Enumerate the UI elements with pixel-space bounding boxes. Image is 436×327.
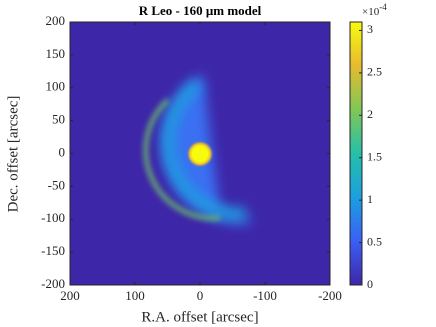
shell-edge — [162, 79, 247, 221]
x-tick-label: 100 — [125, 288, 145, 303]
shell-ridge — [143, 98, 221, 221]
colorbar-tick-label: 1 — [367, 192, 373, 206]
x-tick-label: -100 — [253, 288, 277, 303]
y-tick-label: 150 — [46, 46, 66, 61]
y-tick-label: 0 — [59, 144, 66, 159]
central-source — [186, 140, 214, 168]
y-tick-label: -50 — [48, 177, 65, 192]
x-tick-label: 200 — [60, 288, 80, 303]
y-tick-label: -100 — [41, 210, 65, 225]
heatmap — [70, 22, 330, 285]
colorbar-scale-exponent: -4 — [379, 2, 387, 12]
colorbar-tick-label: 2.5 — [367, 65, 382, 79]
chart-title: R Leo - 160 μm model — [139, 3, 262, 18]
colorbar-scale: ×10-4 — [362, 2, 387, 17]
y-tick-label: -150 — [41, 243, 65, 258]
colorbar — [349, 21, 363, 286]
x-tick-label: -200 — [318, 288, 342, 303]
colorbar-tick-label: 2 — [367, 107, 373, 121]
x-tick-label: 0 — [197, 288, 204, 303]
colorbar-tick-label: 1.5 — [367, 149, 382, 163]
x-axis-label: R.A. offset [arcsec] — [141, 309, 258, 325]
colorbar-tick-label: 0 — [367, 277, 373, 291]
y-tick-label: 200 — [46, 13, 66, 28]
y-tick-label: 100 — [46, 79, 66, 94]
colorbar-tick-label: 0.5 — [367, 234, 382, 248]
y-tick-label: -200 — [41, 276, 65, 291]
y-tick-label: 50 — [52, 112, 65, 127]
y-axis-label: Dec. offset [arcsec] — [5, 96, 21, 213]
colorbar-scale-base: ×10 — [362, 6, 380, 18]
colorbar-tick-label: 3 — [367, 22, 373, 36]
